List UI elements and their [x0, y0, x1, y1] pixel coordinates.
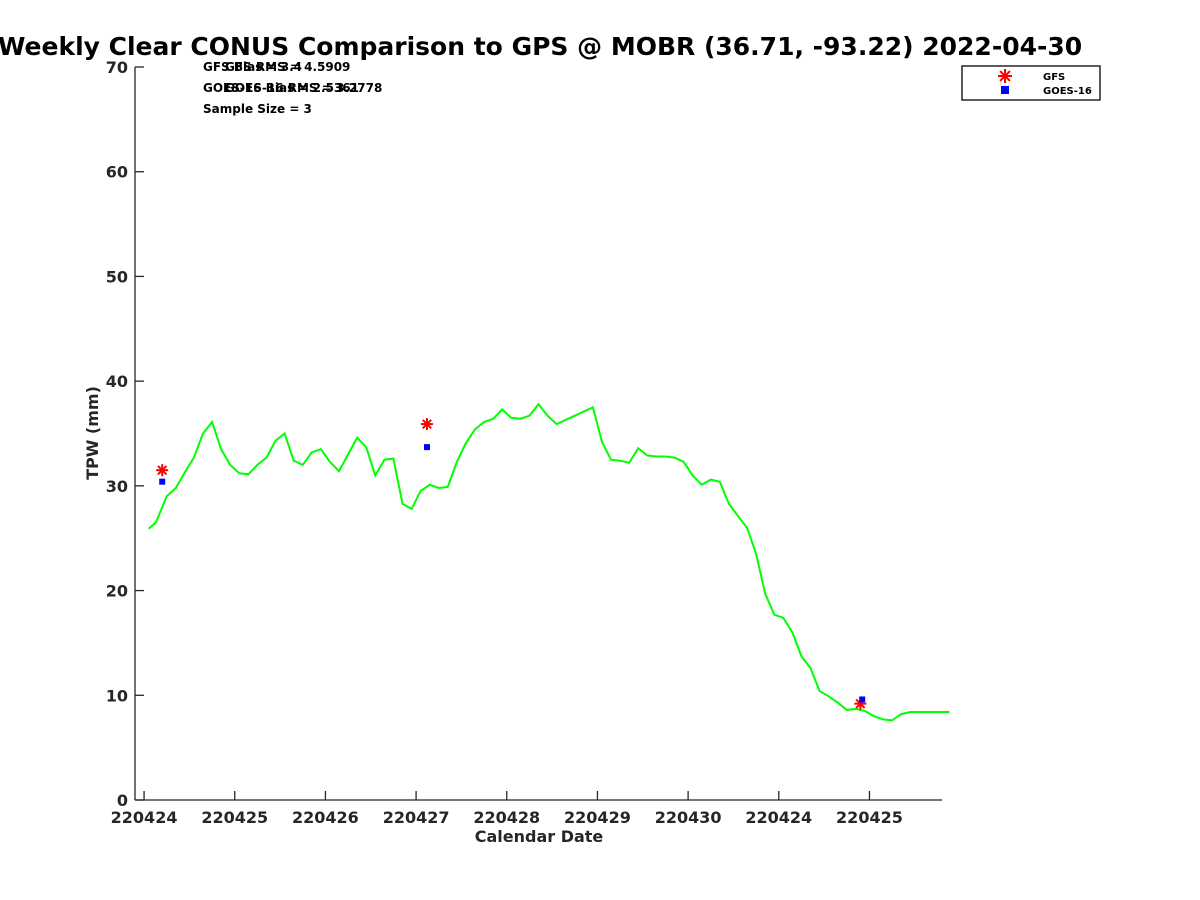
- x-tick-label: 220425: [201, 808, 268, 827]
- x-tick-label: 220429: [564, 808, 631, 827]
- stat-annotation: Sample Size = 3: [203, 102, 312, 116]
- y-tick-label: 60: [106, 163, 128, 182]
- y-tick-label: 30: [106, 477, 128, 496]
- gfs-point: [420, 418, 433, 431]
- stat-annotation: GFS RMS = 4.5909: [225, 60, 350, 74]
- x-tick-label: 220425: [836, 808, 903, 827]
- legend-gfs-label: GFS: [1043, 72, 1065, 83]
- gps-tpw-line: [147, 402, 950, 722]
- goes16-point: [159, 478, 166, 485]
- plot-area: [134, 67, 950, 801]
- stat-annotation: GOES-16 RMS = 3.2778: [225, 81, 382, 95]
- x-tick-label: 220430: [655, 808, 722, 827]
- y-axis-ticks: 0 10 20 30 40 50 60 70: [106, 58, 144, 810]
- chart-title: Weekly Clear CONUS Comparison to GPS @ M…: [0, 32, 1082, 61]
- legend-gfs-marker: [998, 69, 1012, 83]
- y-tick-label: 10: [106, 686, 128, 705]
- y-tick-label: 20: [106, 582, 128, 601]
- goes16-point: [423, 444, 430, 451]
- stat-annotation: GFS Bias = 3.4: [203, 60, 302, 74]
- y-tick-label: 0: [117, 791, 128, 810]
- x-axis-label: Calendar Date: [475, 827, 604, 846]
- x-tick-label: 220424: [111, 808, 178, 827]
- stat-annotation: GOES-16 Bias = 2.5361: [203, 81, 359, 95]
- legend-goes16-marker: [1001, 86, 1009, 94]
- gfs-point: [156, 464, 169, 477]
- x-tick-label: 220427: [383, 808, 450, 827]
- x-tick-label: 220428: [473, 808, 540, 827]
- y-tick-label: 70: [106, 58, 128, 77]
- y-tick-label: 40: [106, 372, 128, 391]
- y-tick-label: 50: [106, 267, 128, 286]
- x-axis-ticks: 220424 220425 220426 220427 220428 220429 2204…: [111, 791, 903, 827]
- y-axis-label: TPW (mm): [83, 386, 102, 480]
- x-tick-label: 220426: [292, 808, 359, 827]
- x-tick-label: 220424: [745, 808, 812, 827]
- goes16-point: [859, 696, 866, 703]
- legend: GFS GOES-16: [961, 65, 1101, 101]
- legend-box: [961, 65, 1101, 101]
- legend-goes16-label: GOES-16: [1043, 86, 1092, 97]
